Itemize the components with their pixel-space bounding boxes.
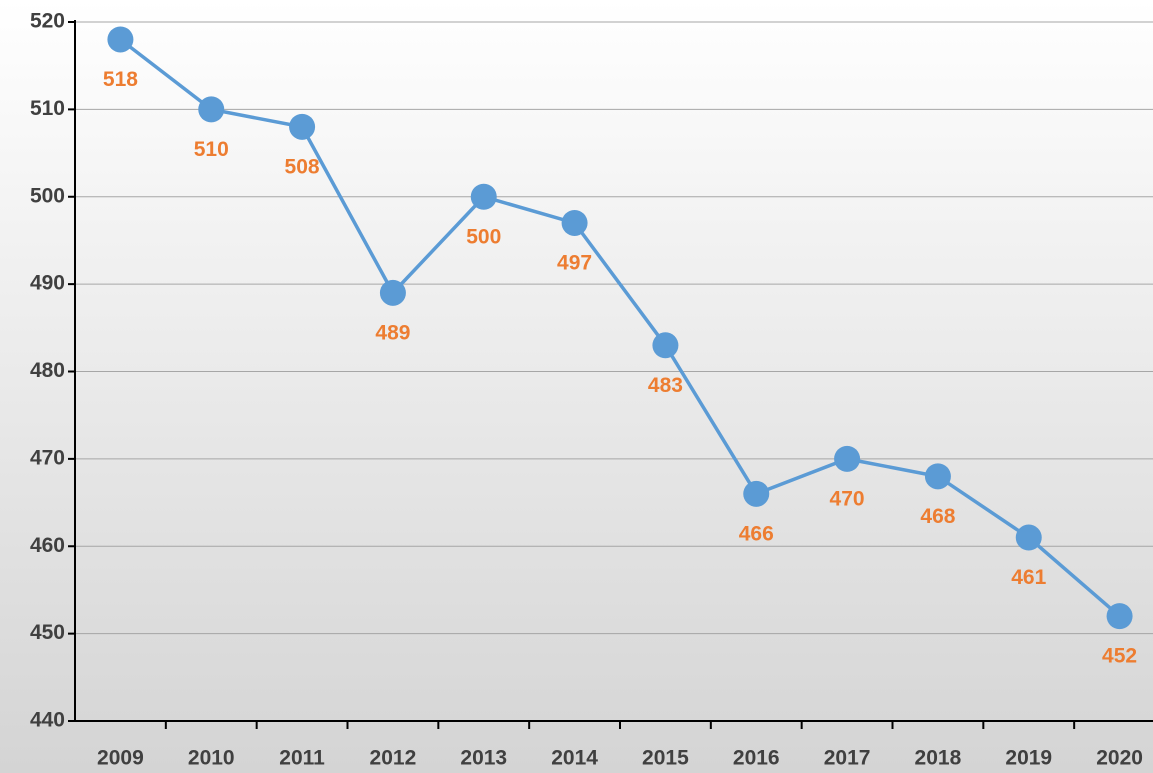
marker <box>379 279 406 306</box>
x-tick-label: 2014 <box>551 747 598 770</box>
marker <box>1015 524 1042 551</box>
data-label: 500 <box>466 225 501 248</box>
y-tick-label: 480 <box>30 359 65 382</box>
x-tick-label: 2009 <box>97 747 144 770</box>
data-label: 508 <box>285 155 320 178</box>
y-tick-label: 500 <box>30 184 65 207</box>
x-tick-label: 2011 <box>279 747 325 770</box>
marker <box>107 26 134 53</box>
data-label: 468 <box>920 505 955 528</box>
data-label: 470 <box>830 487 865 510</box>
marker <box>1106 603 1133 630</box>
x-tick-label: 2015 <box>642 747 689 770</box>
marker <box>561 209 588 236</box>
marker <box>289 113 316 140</box>
x-tick-label: 2012 <box>370 747 417 770</box>
x-tick-label: 2010 <box>188 747 235 770</box>
data-label: 518 <box>103 68 138 91</box>
y-tick-label: 470 <box>30 446 65 469</box>
y-tick-label: 490 <box>30 272 65 295</box>
marker <box>470 183 497 210</box>
data-label: 510 <box>194 138 229 161</box>
x-tick-label: 2018 <box>915 747 962 770</box>
x-tick-label: 2019 <box>1005 747 1052 770</box>
data-label: 497 <box>557 252 592 275</box>
y-tick-label: 450 <box>30 621 65 644</box>
data-label: 483 <box>648 374 683 397</box>
marker <box>834 445 861 472</box>
y-tick-label: 460 <box>30 534 65 557</box>
data-label: 489 <box>375 321 410 344</box>
x-tick-label: 2016 <box>733 747 780 770</box>
marker <box>743 480 770 507</box>
x-tick-label: 2013 <box>460 747 507 770</box>
marker <box>652 332 679 359</box>
y-tick-label: 510 <box>30 97 65 120</box>
x-tick-label: 2020 <box>1096 747 1143 770</box>
y-tick-label: 520 <box>30 10 65 33</box>
marker <box>198 96 225 123</box>
x-tick-label: 2017 <box>824 747 871 770</box>
data-label: 461 <box>1011 566 1046 589</box>
y-tick-label: 440 <box>30 709 65 732</box>
marker <box>924 463 951 490</box>
line <box>119 38 1121 618</box>
data-label: 452 <box>1102 645 1137 668</box>
data-label: 466 <box>739 522 774 545</box>
